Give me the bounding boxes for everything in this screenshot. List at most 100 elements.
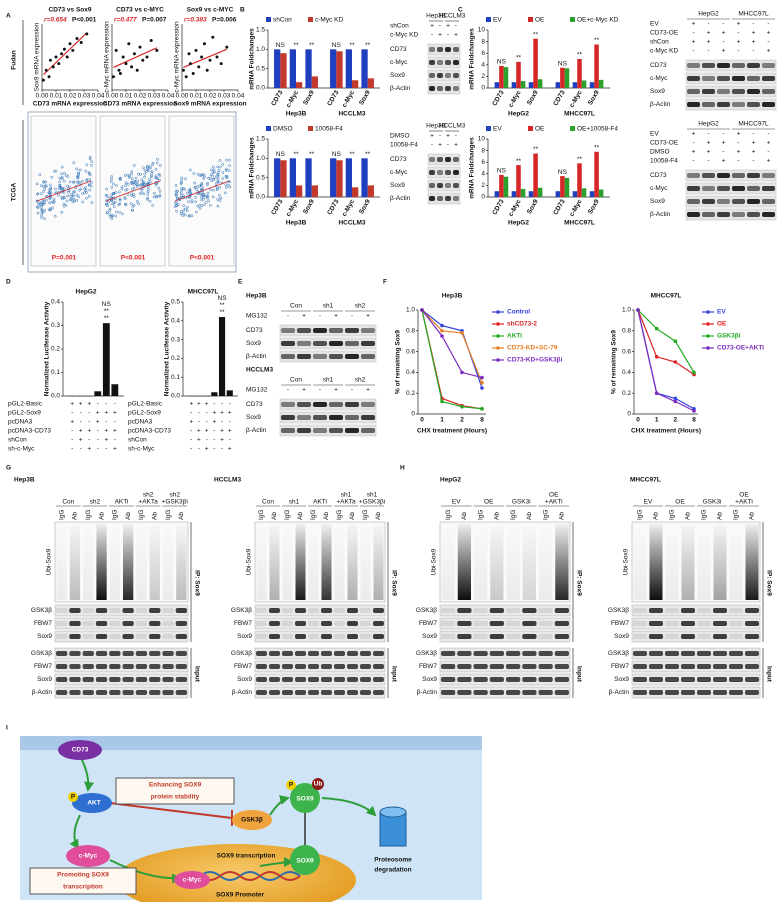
- sign: -: [767, 131, 769, 138]
- y-tick-label: 6: [481, 159, 485, 166]
- band: [649, 677, 663, 682]
- sign: -: [229, 419, 231, 426]
- blot-strip: [54, 617, 189, 630]
- annotation: **: [293, 42, 299, 49]
- band-label: β-Actin: [650, 101, 671, 108]
- band-label: FBW7: [234, 663, 252, 670]
- tcga-dot: [105, 194, 109, 198]
- y-tick-label: 0.1: [51, 369, 60, 376]
- sign: -: [447, 32, 449, 39]
- band: [713, 634, 727, 639]
- tcga-dot: [182, 204, 186, 208]
- tcga-dot: [137, 202, 140, 206]
- annotation: NS: [497, 59, 507, 66]
- tcga-dot: [211, 195, 215, 199]
- group-label: HepG2: [508, 220, 529, 227]
- band: [308, 690, 319, 695]
- sign: -: [439, 23, 441, 30]
- band-label: Sox9: [422, 633, 437, 640]
- band: [313, 341, 327, 346]
- legend-swatch: [570, 17, 575, 22]
- blot-strip: [254, 647, 386, 660]
- band: [506, 634, 521, 639]
- row-name: pGL2-Basic: [128, 401, 163, 408]
- band: [522, 621, 537, 626]
- smear: [282, 524, 293, 600]
- tcga-dot: [58, 180, 62, 184]
- row-name: c-Myc KD: [390, 32, 418, 39]
- y-tick-label: 0.3: [51, 322, 60, 329]
- tcga-dot: [132, 186, 136, 190]
- bar: [330, 158, 337, 197]
- band: [82, 621, 94, 626]
- sign: -: [752, 21, 754, 28]
- tcga-dot: [188, 189, 192, 192]
- sign: +: [197, 401, 201, 408]
- band-label: FBW7: [234, 620, 252, 627]
- band: [122, 634, 134, 639]
- band-label: β-Actin: [390, 85, 411, 92]
- group-label: MHCC97L: [564, 111, 595, 118]
- bar: [211, 392, 218, 396]
- point: [202, 42, 206, 46]
- tcga-dot: [117, 210, 121, 214]
- category-label: Sox9: [587, 89, 601, 106]
- proteasome-top: [379, 806, 407, 818]
- lane-label: IgG: [138, 510, 145, 520]
- tcga-dot: [198, 207, 202, 210]
- band: [762, 186, 775, 191]
- row-name: CD73-OE: [650, 140, 679, 147]
- smear: [713, 524, 727, 600]
- smear: [69, 524, 81, 600]
- band: [437, 196, 443, 201]
- band: [297, 415, 311, 420]
- band: [457, 677, 472, 682]
- band: [308, 621, 319, 626]
- tcga-dot: [211, 171, 215, 175]
- tcga-dot: [43, 208, 47, 212]
- bar: [511, 82, 517, 88]
- tcga-dot: [120, 212, 124, 216]
- tcga-dot: [43, 187, 47, 191]
- lane-label: Ab: [297, 512, 304, 520]
- tcga-dot: [176, 189, 179, 193]
- point: [121, 55, 125, 59]
- band: [361, 402, 375, 407]
- tcga-dot: [146, 165, 149, 168]
- row-name: CD73-OE: [650, 30, 679, 37]
- blot-title: HepG2: [440, 477, 461, 484]
- gsk3b-label: GSK3β: [241, 817, 263, 824]
- sign: +: [205, 401, 209, 408]
- sign: -: [351, 313, 353, 320]
- tcga-dot: [212, 178, 215, 181]
- band: [538, 651, 553, 656]
- bar: [499, 65, 504, 88]
- band: [702, 102, 715, 107]
- band: [321, 621, 332, 626]
- blot-title: MHCC97L: [630, 477, 661, 484]
- band: [713, 651, 727, 656]
- sign: +: [722, 158, 726, 165]
- band: [345, 402, 359, 407]
- blot-strip: [427, 56, 461, 69]
- sign: +: [737, 21, 741, 28]
- sign: +: [87, 446, 91, 453]
- band: [313, 415, 327, 420]
- tcga-dot: [77, 172, 81, 175]
- category-label: c-Myc: [341, 89, 356, 109]
- band: [360, 651, 371, 656]
- band: [345, 415, 359, 420]
- smear: [457, 524, 471, 600]
- cmyc-label: c-Myc: [79, 853, 98, 860]
- group-label: +AKTa: [138, 499, 158, 506]
- tcga-dot: [137, 172, 140, 176]
- tcga-dot: [124, 181, 128, 185]
- tcga-dot: [69, 195, 73, 198]
- tcga-dot: [66, 190, 70, 194]
- blot-header: sh2: [355, 377, 366, 384]
- group-label: sh2: [90, 499, 101, 506]
- band: [453, 183, 459, 188]
- x-axis-label: CD73 mRNA expression: [33, 101, 107, 108]
- blot-strip: [685, 182, 777, 195]
- phospho-label: P: [289, 782, 294, 789]
